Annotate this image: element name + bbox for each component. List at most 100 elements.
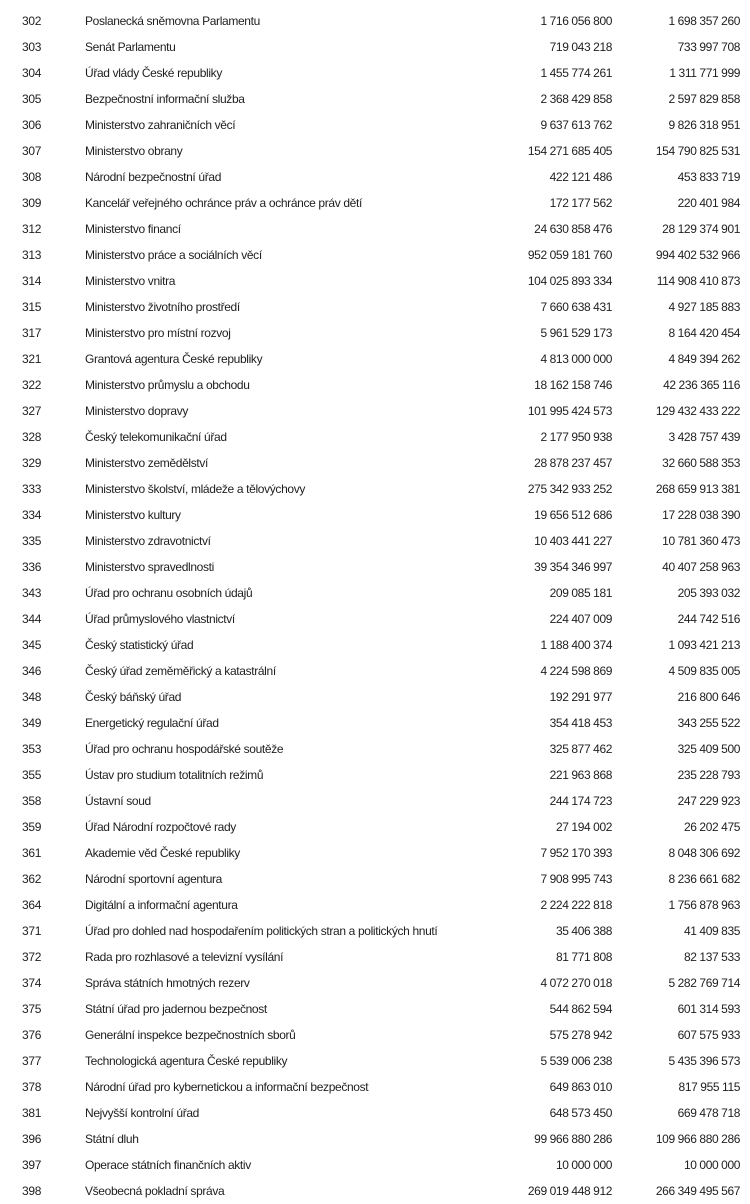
- chapter-name: Ministerstvo průmyslu a obchodu: [85, 378, 250, 392]
- chapter-code: 304: [22, 66, 42, 80]
- table-row: 374 Správa státních hmotných rezerv 4 072 …: [0, 970, 750, 996]
- chapter-code: 377: [22, 1054, 42, 1068]
- amount-column-1: 275 342 933 252: [527, 482, 612, 496]
- chapter-name: Úřad pro ochranu hospodářské soutěže: [85, 742, 284, 756]
- chapter-name: Národní úřad pro kybernetickou a informa…: [85, 1080, 369, 1094]
- amount-column-1: 172 177 562: [549, 196, 613, 210]
- chapter-name: Úřad vlády České republiky: [85, 66, 222, 80]
- chapter-code: 314: [22, 274, 42, 288]
- table-row: 308 Národní bezpečnostní úřad 422 121 486 4…: [0, 164, 750, 190]
- chapter-name: Ministerstvo dopravy: [85, 404, 189, 418]
- amount-column-2: 5 435 396 573: [668, 1054, 740, 1068]
- chapter-name: Bezpečnostní informační služba: [85, 92, 245, 106]
- amount-column-1: 7 952 170 393: [540, 846, 612, 860]
- amount-column-2: 10 781 360 473: [662, 534, 740, 548]
- chapter-code: 346: [22, 664, 42, 678]
- chapter-code: 372: [22, 950, 42, 964]
- amount-column-1: 422 121 486: [549, 170, 613, 184]
- chapter-name: Ministerstvo školství, mládeže a tělovýc…: [85, 482, 306, 496]
- chapter-name: Energetický regulační úřad: [85, 716, 219, 730]
- amount-column-1: 4 224 598 869: [540, 664, 612, 678]
- table-row: 312 Ministerstvo financí 24 630 858 476 28 …: [0, 216, 750, 242]
- amount-column-1: 81 771 808: [555, 950, 612, 964]
- amount-column-2: 154 790 825 531: [655, 144, 740, 158]
- chapter-code: 327: [22, 404, 42, 418]
- amount-column-2: 607 575 933: [677, 1028, 741, 1042]
- chapter-name: Úřad pro ochranu osobních údajů: [85, 586, 253, 600]
- chapter-code: 374: [22, 976, 42, 990]
- amount-column-1: 575 278 942: [549, 1028, 613, 1042]
- table-row: 343 Úřad pro ochranu osobních údajů 209 08…: [0, 580, 750, 606]
- amount-column-2: 3 428 757 439: [668, 430, 740, 444]
- chapter-name: Akademie věd České republiky: [85, 846, 240, 860]
- table-row: 381 Nejvyšší kontrolní úřad 648 573 450 669…: [0, 1100, 750, 1126]
- chapter-name: Státní dluh: [85, 1132, 139, 1146]
- amount-column-1: 7 660 638 431: [540, 300, 612, 314]
- amount-column-2: 220 401 984: [677, 196, 741, 210]
- chapter-name: Grantová agentura České republiky: [85, 352, 263, 366]
- table-row: 306 Ministerstvo zahraničních věcí 9 637 6…: [0, 112, 750, 138]
- table-row: 336 Ministerstvo spravedlnosti 39 354 346 …: [0, 554, 750, 580]
- amount-column-1: 952 059 181 760: [527, 248, 612, 262]
- table-row: 355 Ústav pro studium totalitních režimů 2…: [0, 762, 750, 788]
- table-row: 362 Národní sportovní agentura 7 908 995 7…: [0, 866, 750, 892]
- amount-column-1: 221 963 868: [549, 768, 613, 782]
- amount-column-1: 2 224 222 818: [540, 898, 612, 912]
- amount-column-1: 1 716 056 800: [540, 14, 612, 28]
- table-row: 317 Ministerstvo pro místní rozvoj 5 961 5…: [0, 320, 750, 346]
- chapter-code: 358: [22, 794, 42, 808]
- table-row: 377 Technologická agentura České republik…: [0, 1048, 750, 1074]
- amount-column-1: 10 000 000: [555, 1158, 612, 1172]
- chapter-name: Úřad Národní rozpočtové rady: [85, 820, 236, 834]
- amount-column-2: 8 236 661 682: [668, 872, 740, 886]
- chapter-name: Technologická agentura České republiky: [85, 1054, 288, 1068]
- chapter-name: Ústavní soud: [85, 794, 151, 808]
- chapter-name: Ministerstvo kultury: [85, 508, 181, 522]
- table-row: 315 Ministerstvo životního prostředí 7 660…: [0, 294, 750, 320]
- table-row: 302 Poslanecká sněmovna Parlamentu 1 716 0…: [0, 8, 750, 34]
- chapter-code: 302: [22, 14, 42, 28]
- amount-column-2: 994 402 532 966: [655, 248, 740, 262]
- table-row: 348 Český báňský úřad 192 291 977 216 800 6…: [0, 684, 750, 710]
- amount-column-1: 104 025 893 334: [527, 274, 612, 288]
- amount-column-2: 1 311 771 999: [669, 66, 740, 80]
- amount-column-1: 354 418 453: [549, 716, 613, 730]
- chapter-name: Ministerstvo obrany: [85, 144, 183, 158]
- amount-column-2: 266 349 495 567: [655, 1184, 740, 1198]
- chapter-code: 376: [22, 1028, 42, 1042]
- chapter-name: Ministerstvo pro místní rozvoj: [85, 326, 231, 340]
- chapter-name: Ministerstvo spravedlnosti: [85, 560, 214, 574]
- amount-column-1: 544 862 594: [549, 1002, 613, 1016]
- chapter-name: Ministerstvo financí: [85, 222, 181, 236]
- amount-column-1: 2 177 950 938: [540, 430, 612, 444]
- amount-column-1: 1 455 774 261: [540, 66, 612, 80]
- amount-column-2: 1 698 357 260: [668, 14, 740, 28]
- chapter-code: 303: [22, 40, 42, 54]
- chapter-name: Správa státních hmotných rezerv: [85, 976, 250, 990]
- amount-column-2: 5 282 769 714: [668, 976, 740, 990]
- amount-column-2: 129 432 433 222: [655, 404, 740, 418]
- chapter-code: 322: [22, 378, 42, 392]
- chapter-code: 336: [22, 560, 42, 574]
- amount-column-1: 9 637 613 762: [540, 118, 612, 132]
- chapter-code: 306: [22, 118, 42, 132]
- amount-column-1: 5 539 006 238: [540, 1054, 612, 1068]
- chapter-code: 345: [22, 638, 42, 652]
- chapter-code: 312: [22, 222, 42, 236]
- amount-column-1: 224 407 009: [549, 612, 613, 626]
- chapter-name: Generální inspekce bezpečnostních sborů: [85, 1028, 296, 1042]
- chapter-name: Operace státních finančních aktiv: [85, 1158, 251, 1172]
- amount-column-1: 19 656 512 686: [534, 508, 612, 522]
- table-row: 321 Grantová agentura České republiky 4 81…: [0, 346, 750, 372]
- table-row: 329 Ministerstvo zemědělství 28 878 237 45…: [0, 450, 750, 476]
- amount-column-2: 41 409 835: [683, 924, 740, 938]
- chapter-code: 344: [22, 612, 42, 626]
- table-row: 398 Všeobecná pokladní správa 269 019 448 …: [0, 1178, 750, 1204]
- chapter-code: 343: [22, 586, 42, 600]
- chapter-name: Ministerstvo práce a sociálních věcí: [85, 248, 262, 262]
- chapter-name: Národní sportovní agentura: [85, 872, 222, 886]
- amount-column-2: 8 048 306 692: [668, 846, 740, 860]
- amount-column-1: 325 877 462: [549, 742, 613, 756]
- chapter-code: 321: [22, 352, 42, 366]
- table-row: 327 Ministerstvo dopravy 101 995 424 573 12…: [0, 398, 750, 424]
